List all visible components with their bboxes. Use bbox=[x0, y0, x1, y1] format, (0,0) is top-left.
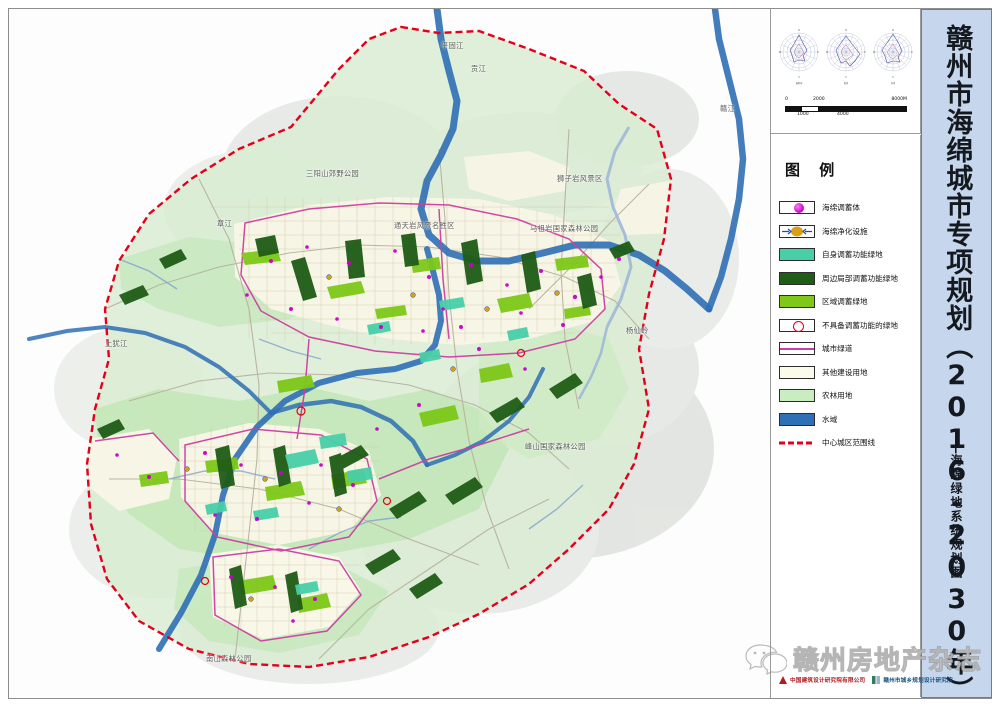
cadg-mark-icon bbox=[779, 676, 787, 684]
legend-swatch-other-construction-land bbox=[779, 365, 815, 379]
legend-item-list: 海绵调蓄体海绵净化设施自身调蓄功能绿地周边局部调蓄功能绿地 区域调蓄绿地不具备调蓄… bbox=[779, 196, 920, 455]
map-panel[interactable]: 三阳山郊野公园通天岩风景名胜区 狮子岩风景区马祖岩国家森林公园杨仙岭峰山国家森林公… bbox=[9, 9, 771, 698]
map-subtitle: 海绵绿地系统规划图 bbox=[949, 454, 963, 580]
map-place-label: 贡江 bbox=[471, 64, 487, 73]
title-separator: —— bbox=[949, 430, 964, 454]
legend-swatch-self-storage-green bbox=[779, 248, 815, 262]
legend-item-water-body[interactable]: 水域 bbox=[779, 408, 920, 432]
water-body-network bbox=[27, 9, 747, 652]
map-title: 赣州市海绵城市专项规划（2016-2030年） bbox=[941, 24, 973, 704]
svg-text:E: E bbox=[864, 51, 866, 54]
self-storage-green-areas bbox=[205, 297, 529, 595]
svg-text:春夏季: 春夏季 bbox=[795, 81, 802, 85]
map-place-label: 杨仙岭 bbox=[626, 326, 649, 335]
central-district-boundary-line bbox=[85, 25, 673, 669]
scale-tick-0: 0 bbox=[785, 97, 788, 102]
legend-swatch-sponge-storage-body bbox=[779, 201, 815, 215]
legend-swatch-non-storage-green bbox=[779, 318, 815, 332]
svg-text:E: E bbox=[817, 51, 819, 54]
wind-rose-icon-1: N S W E 春夏季 bbox=[779, 29, 819, 85]
planning-map-graphic bbox=[9, 9, 770, 698]
map-place-label: 南山森林公园 bbox=[206, 654, 252, 663]
svg-text:S: S bbox=[893, 76, 895, 79]
right-column: N S W E 春夏季 bbox=[771, 9, 921, 698]
wind-rose-icon-3: N S W E 冬季 bbox=[873, 29, 914, 85]
map-place-label: 通天岩风景名胜区 bbox=[394, 221, 455, 230]
sponge-purification-points bbox=[184, 274, 560, 602]
legend-item-central-district-line[interactable]: 中心城区范围线 bbox=[779, 431, 920, 455]
legend-label-water-body: 水域 bbox=[822, 414, 838, 424]
legend-item-local-storage-green[interactable]: 周边局部调蓄功能绿地 bbox=[779, 267, 920, 291]
svg-text:N: N bbox=[892, 29, 894, 32]
svg-text:E: E bbox=[912, 51, 914, 54]
legend-heading: 图 例 bbox=[785, 161, 842, 179]
scale-bar-graphic bbox=[785, 106, 907, 112]
title-bar: 赣州市海绵城市专项规划（2016-2030年） —— 海绵绿地系统规划图 bbox=[921, 9, 992, 704]
logo-gzupdi-label: 赣州市城乡规划设计研究院 bbox=[883, 678, 953, 684]
wind-rose-group: N S W E 春夏季 bbox=[775, 17, 917, 93]
legend-label-local-storage-green: 周边局部调蓄功能绿地 bbox=[822, 273, 898, 283]
scale-tick-2000: 2000 bbox=[813, 97, 825, 102]
non-storage-green-points bbox=[200, 348, 526, 586]
legend-item-self-storage-green[interactable]: 自身调蓄功能绿地 bbox=[779, 243, 920, 267]
legend-label-regional-storage-green: 区域调蓄绿地 bbox=[822, 297, 868, 307]
logo-cadg-label: 中国建筑设计研究院有限公司 bbox=[790, 678, 866, 684]
footer-institution-logos: 中国建筑设计研究院有限公司 赣州市城乡规划设计研究院 bbox=[778, 673, 992, 687]
scale-tick-1000: 1000 bbox=[797, 112, 809, 117]
map-place-label: 章江 bbox=[217, 219, 233, 228]
map-place-label: 赣江 bbox=[720, 104, 736, 113]
svg-text:N: N bbox=[798, 29, 800, 32]
scale-tick-8000: 8000M bbox=[891, 97, 907, 102]
inset-panel: N S W E 春夏季 bbox=[771, 9, 921, 134]
map-place-label: 三阳山郊野公园 bbox=[306, 169, 360, 178]
logo-gzupdi: 赣州市城乡规划设计研究院 bbox=[871, 675, 953, 685]
legend-label-other-construction-land: 其他建设用地 bbox=[822, 367, 868, 377]
legend-item-sponge-purification[interactable]: 海绵净化设施 bbox=[779, 220, 920, 244]
legend-item-sponge-storage-body[interactable]: 海绵调蓄体 bbox=[779, 196, 920, 220]
svg-text:S: S bbox=[798, 76, 800, 79]
map-place-label: 峰山国家森林公园 bbox=[525, 442, 586, 451]
svg-text:W: W bbox=[873, 51, 876, 54]
legend-label-non-storage-green: 不具备调蓄功能的绿地 bbox=[822, 320, 898, 330]
legend-item-agro-forest-land[interactable]: 农林用地 bbox=[779, 384, 920, 408]
svg-text:N: N bbox=[845, 29, 847, 32]
legend-item-non-storage-green[interactable]: 不具备调蓄功能的绿地 bbox=[779, 314, 920, 338]
sponge-storage-body-points bbox=[115, 245, 621, 623]
local-storage-green-areas bbox=[97, 233, 635, 613]
legend-swatch-regional-storage-green bbox=[779, 295, 815, 309]
legend-item-regional-storage-green[interactable]: 区域调蓄绿地 bbox=[779, 290, 920, 314]
legend-panel: 图 例 海绵调蓄体海绵净化设施自身调蓄功能绿地周边局部调蓄功能绿地 区域调蓄绿地不… bbox=[771, 135, 921, 697]
map-place-label: 上犹江 bbox=[105, 339, 128, 348]
svg-text:W: W bbox=[826, 51, 829, 54]
svg-text:秋季: 秋季 bbox=[844, 81, 849, 85]
scale-bar: 0 2000 8000M 1000 4000 bbox=[785, 97, 907, 121]
legend-label-sponge-storage-body: 海绵调蓄体 bbox=[822, 203, 860, 213]
legend-item-urban-greenway[interactable]: 城市绿道 bbox=[779, 337, 920, 361]
scale-tick-4000: 4000 bbox=[837, 112, 849, 117]
legend-item-other-construction-land[interactable]: 其他建设用地 bbox=[779, 361, 920, 385]
legend-label-agro-forest-land: 农林用地 bbox=[822, 391, 853, 401]
legend-label-sponge-purification: 海绵净化设施 bbox=[822, 226, 868, 236]
map-place-label: 狮子岩风景区 bbox=[557, 174, 603, 183]
urban-greenway-network bbox=[94, 202, 606, 642]
legend-label-self-storage-green: 自身调蓄功能绿地 bbox=[822, 250, 883, 260]
legend-label-central-district-line: 中心城区范围线 bbox=[822, 438, 876, 448]
gzupdi-mark-icon bbox=[872, 676, 881, 684]
legend-swatch-water-body bbox=[779, 412, 815, 426]
legend-swatch-agro-forest-land bbox=[779, 389, 815, 403]
legend-swatch-sponge-purification bbox=[779, 224, 815, 238]
svg-text:W: W bbox=[779, 51, 782, 54]
wind-rose-icon-2: N S W E 秋季 bbox=[826, 29, 866, 85]
logo-cadg: 中国建筑设计研究院有限公司 bbox=[778, 675, 865, 685]
legend-label-urban-greenway: 城市绿道 bbox=[822, 344, 853, 354]
svg-text:S: S bbox=[845, 76, 847, 79]
legend-swatch-urban-greenway bbox=[779, 342, 815, 356]
legend-swatch-local-storage-green bbox=[779, 271, 815, 285]
svg-text:冬季: 冬季 bbox=[891, 81, 896, 85]
legend-swatch-central-district-line bbox=[779, 436, 815, 450]
map-place-label: 平固江 bbox=[441, 41, 464, 50]
map-place-label: 马祖岩国家森林公园 bbox=[530, 224, 599, 233]
